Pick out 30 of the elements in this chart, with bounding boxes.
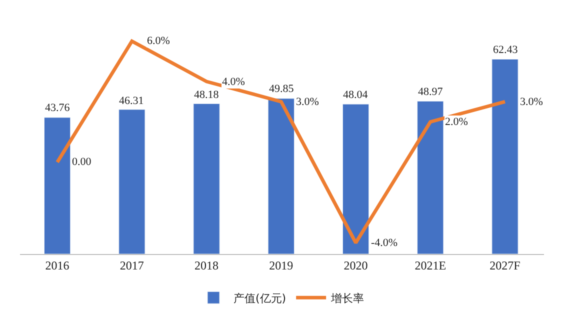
data-label: 3.0% — [296, 96, 319, 108]
legend-label: 产值(亿元) — [234, 292, 286, 305]
bar — [268, 98, 294, 254]
x-tick-label: 2016 — [45, 258, 70, 272]
data-label: 48.18 — [194, 89, 220, 101]
data-label: 2.0% — [445, 116, 468, 128]
data-label: 6.0% — [147, 35, 170, 47]
bar — [492, 58, 518, 254]
x-tick-label: 2021E — [414, 258, 446, 272]
legend-label: 增长率 — [330, 292, 364, 305]
x-tick-label: 2019 — [269, 258, 294, 272]
data-label: 43.76 — [45, 102, 70, 114]
x-tick-label: 2027F — [490, 258, 521, 272]
bar — [342, 104, 370, 254]
bar — [417, 100, 444, 254]
data-label: 49.85 — [269, 83, 294, 95]
data-label: 48.04 — [343, 89, 368, 101]
x-tick-label: 2017 — [120, 258, 144, 272]
bar — [118, 109, 146, 254]
x-tick-label: 2020 — [344, 258, 368, 272]
bar — [44, 117, 71, 254]
data-label: 46.31 — [119, 95, 144, 107]
bar — [193, 103, 220, 254]
x-tick-label: 2018 — [194, 258, 219, 272]
data-label: 48.97 — [418, 86, 444, 98]
data-label: 0.00 — [72, 156, 92, 168]
data-label: 3.0% — [520, 96, 543, 108]
data-label: 62.43 — [493, 44, 518, 56]
data-label: -4.0% — [371, 237, 398, 249]
data-label: 4.0% — [222, 76, 245, 88]
